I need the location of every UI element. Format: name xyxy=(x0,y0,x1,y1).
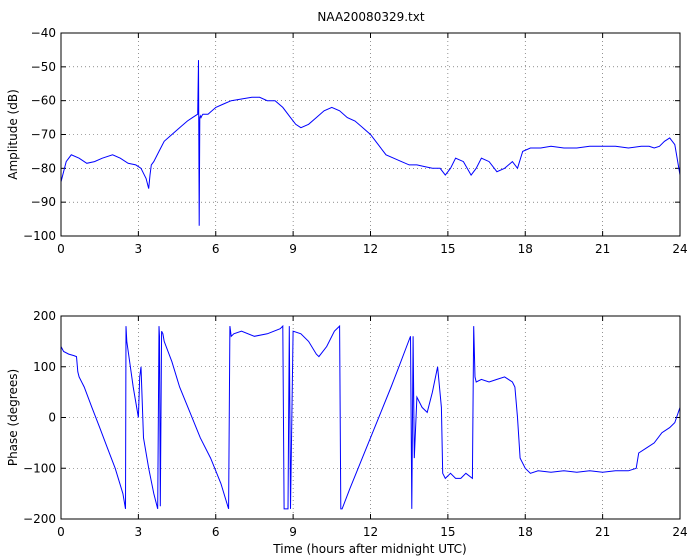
x-tick-label: 18 xyxy=(518,242,533,256)
y-tick-labels: −100 −90 −80 −70 −60 −50 −40 xyxy=(23,26,56,243)
x-tick-labels: 0 3 6 9 12 15 18 21 24 xyxy=(57,242,687,256)
y-tick-label: −60 xyxy=(31,94,56,108)
y-tick-label: −50 xyxy=(31,60,56,74)
phase-chart: 0 3 6 9 12 15 18 21 24 −200 −100 0 100 200 Phase (de… xyxy=(6,309,688,556)
y-tick-label: −80 xyxy=(31,161,56,175)
x-tick-labels: 0 3 6 9 12 15 18 21 24 xyxy=(57,525,687,539)
x-tick-label: 21 xyxy=(595,242,610,256)
x-tick-label: 6 xyxy=(212,242,220,256)
x-tick-label: 3 xyxy=(135,525,143,539)
plot-area-frame xyxy=(60,32,681,237)
y-tick-label: −40 xyxy=(31,26,56,40)
x-tick-label: 3 xyxy=(135,242,143,256)
y-axis-label: Phase (degrees) xyxy=(6,369,20,466)
amplitude-chart: NAA20080329.txt 0 3 6 9 12 15 18 21 24 −100 −90 −8… xyxy=(6,10,688,256)
x-tick-label: 0 xyxy=(57,242,65,256)
x-tick-label: 12 xyxy=(363,242,378,256)
y-tick-label: −200 xyxy=(23,512,56,526)
y-tick-label: −90 xyxy=(31,195,56,209)
chart-title: NAA20080329.txt xyxy=(317,10,424,24)
amplitude-series-line xyxy=(60,60,681,226)
x-tick-label: 15 xyxy=(440,525,455,539)
x-tick-label: 9 xyxy=(289,525,297,539)
y-tick-label: 100 xyxy=(33,360,56,374)
x-tick-label: 15 xyxy=(440,242,455,256)
phase-series-line xyxy=(60,324,681,510)
x-tick-label: 21 xyxy=(595,525,610,539)
grid xyxy=(61,316,680,519)
x-tick-label: 24 xyxy=(672,525,687,539)
y-tick-label: 200 xyxy=(33,309,56,323)
y-tick-label: 0 xyxy=(48,411,56,425)
y-tick-labels: −200 −100 0 100 200 xyxy=(23,309,56,526)
x-tick-label: 24 xyxy=(672,242,687,256)
y-axis-label: Amplitude (dB) xyxy=(6,89,20,180)
y-tick-label: −100 xyxy=(23,229,56,243)
plot-area-frame xyxy=(60,315,681,520)
x-tick-label: 12 xyxy=(363,525,378,539)
x-tick-label: 18 xyxy=(518,525,533,539)
y-tick-label: −70 xyxy=(31,128,56,142)
x-tick-label: 6 xyxy=(212,525,220,539)
y-tick-label: −100 xyxy=(23,461,56,475)
x-tick-label: 0 xyxy=(57,525,65,539)
x-tick-label: 9 xyxy=(289,242,297,256)
x-axis-label: Time (hours after midnight UTC) xyxy=(272,542,466,556)
